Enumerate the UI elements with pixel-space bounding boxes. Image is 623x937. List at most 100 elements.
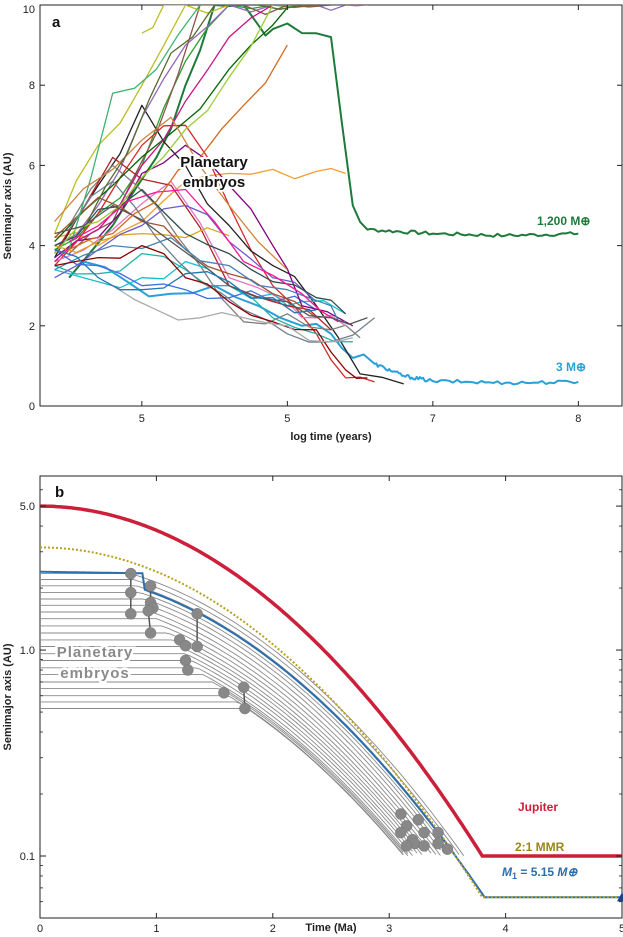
panel-b-xtick-label: 3 [386, 923, 392, 935]
panel-b-collision-points [125, 567, 623, 902]
line-embryo-6 [54, 104, 404, 385]
line-embryo-7 [68, 164, 361, 339]
line-embryo-30 [54, 5, 274, 255]
collision-point [218, 687, 230, 699]
embryo-track [40, 625, 432, 854]
embryo-track [40, 688, 404, 853]
line-survivor-3 [83, 260, 579, 386]
collision-point [125, 608, 137, 620]
embryo-track [40, 632, 427, 853]
panel-b-embryos-line1: Planetary [57, 644, 134, 661]
panel-a-ytick-label: 8 [29, 80, 35, 92]
panel-b-ytick-label: 5.0 [20, 501, 35, 513]
collision-point [144, 627, 157, 639]
line-giant-1200 [68, 5, 579, 279]
panel-b-axes: 0 1 2 3 4 5 0.1 1.0 5.0 [20, 476, 623, 935]
panel-b-xtick-label: 0 [37, 923, 43, 935]
mmr-curve [40, 546, 622, 899]
end-marker-triangle [617, 892, 623, 902]
panel-b-curves [40, 504, 622, 899]
panel-b: 0 1 2 3 4 5 0.1 1.0 5.0 b Planetary embryos Jupi… [2, 475, 623, 935]
collision-point [418, 840, 430, 852]
panel-a-ytick-label: 2 [29, 321, 35, 333]
line-embryo-34 [54, 248, 317, 314]
panel-a-xtick-label: 5 [139, 413, 145, 425]
collision-point [179, 654, 192, 667]
collision-point [395, 808, 407, 820]
embryo-track [40, 660, 413, 852]
collision-point [144, 580, 157, 592]
line-embryo-17 [54, 227, 230, 254]
line-embryo-29 [83, 5, 346, 230]
line-embryo-11 [68, 5, 332, 255]
collision-point [191, 608, 203, 620]
panel-a-letter: a [52, 14, 61, 31]
m1-unit: M⊕ [557, 865, 578, 879]
panel-b-xtick-label: 1 [153, 923, 159, 935]
collision-point [412, 813, 425, 826]
line-embryo-28 [54, 244, 368, 379]
panel-a-axes: 5 5 7 8 0 2 4 6 8 10 [23, 4, 622, 425]
collision-point [400, 840, 413, 852]
line-embryo-25 [54, 116, 288, 271]
panel-a-xtick-label: 7 [430, 413, 436, 425]
panel-a-xtick-label: 8 [575, 413, 581, 425]
line-embryo-26 [54, 188, 347, 315]
collision-point [182, 664, 194, 676]
line-embryo-23 [54, 204, 317, 303]
collision-point [237, 681, 250, 693]
embryo-track [40, 604, 441, 851]
panel-a-small-mass-label: 3 M⊕ [556, 360, 586, 374]
panel-a-ytick-label: 10 [23, 4, 35, 16]
collision-point [125, 567, 137, 580]
panel-b-y-axis-title: Semimajor axis (AU) [2, 643, 14, 750]
m1-symbol: M [502, 865, 513, 879]
panel-b-letter: b [55, 484, 64, 501]
embryo-track [40, 701, 404, 855]
embryo-track [40, 592, 451, 853]
panel-a: 5 5 7 8 0 2 4 6 8 10 a Planetary embryos 1,200 M⊕… [2, 4, 623, 443]
panel-b-m1-label: M1 = 5.15 M⊕ [502, 865, 578, 881]
panel-b-frame [39, 475, 623, 919]
panel-a-series-group [53, 5, 579, 386]
panel-a-embryos-line2: embryos [183, 174, 246, 191]
line-embryo-15 [54, 5, 324, 243]
embryo-track [40, 639, 423, 851]
panel-b-xtick-label: 2 [270, 923, 276, 935]
panel-b-xtick-label: 4 [503, 923, 509, 935]
embryo-track [40, 598, 446, 852]
collision-point [432, 837, 444, 850]
embryo-track [40, 695, 404, 855]
panel-a-frame [39, 4, 623, 407]
m1-value: = 5.15 [517, 865, 557, 879]
collision-point [441, 843, 454, 855]
panel-a-ytick-label: 0 [29, 401, 35, 413]
embryo-track [40, 674, 409, 854]
collision-point [191, 640, 203, 653]
line-embryo-22 [68, 5, 331, 250]
panel-b-x-axis-title: Time (Ma) [305, 922, 356, 934]
embryo-track [40, 667, 413, 856]
panel-b-embryos-line2: embryos [60, 665, 130, 682]
panel-a-giant-mass-label: 1,200 M⊕ [537, 214, 590, 228]
panel-a-xtick-label: 5 [284, 413, 290, 425]
collision-point [395, 826, 407, 839]
line-embryo-32 [112, 285, 353, 343]
panel-a-ytick-label: 6 [29, 160, 35, 172]
panel-b-embryos-label: Planetary embryos [54, 642, 135, 685]
line-embryo-33 [68, 44, 288, 251]
collision-point [239, 702, 251, 715]
embryo-track [40, 611, 441, 856]
collision-point [125, 586, 137, 599]
line-embryo-27 [68, 188, 339, 323]
line-embryo-24 [54, 236, 346, 323]
line-embryo-35 [141, 5, 186, 34]
line-embryo-31 [54, 204, 368, 325]
embryo-track [40, 618, 437, 855]
panel-b-jupiter-label: Jupiter [518, 800, 558, 814]
line-embryo-12 [53, 5, 273, 234]
panel-a-x-axis-title: log time (years) [290, 431, 372, 443]
panel-a-y-axis-title: Semimajor axis (AU) [2, 152, 14, 259]
collision-point [432, 826, 444, 839]
